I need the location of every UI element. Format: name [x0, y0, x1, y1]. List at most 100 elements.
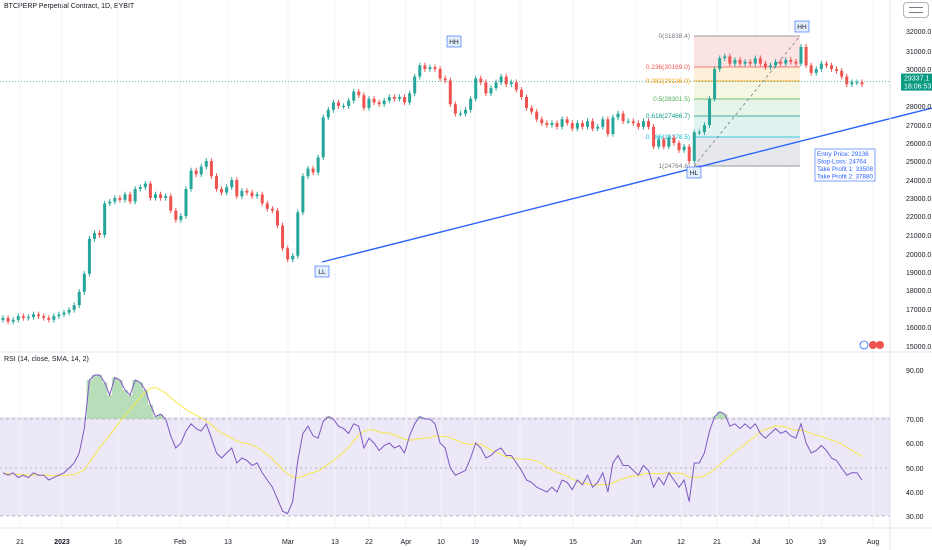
- pivot-label: HH: [449, 39, 459, 46]
- fib-zone: [694, 99, 800, 116]
- candle-body: [789, 60, 793, 62]
- last-price-label: 29337.1: [904, 76, 929, 83]
- candle-body: [331, 102, 335, 110]
- candle-body: [641, 121, 645, 127]
- candle-body: [275, 210, 279, 226]
- candle-body: [62, 312, 66, 315]
- rsi-indicator-title[interactable]: RSI (14, close, SMA, 14, 2): [4, 356, 89, 363]
- support-trendline: [321, 107, 932, 263]
- pivot-label-box: [686, 166, 702, 179]
- candle-body: [484, 82, 488, 94]
- candle-body: [403, 97, 407, 103]
- pivot-label-box: [314, 265, 330, 278]
- pivot-label-box: [446, 35, 462, 48]
- candle-body: [357, 91, 361, 96]
- candle-body: [809, 65, 813, 73]
- menu-icon[interactable]: [903, 2, 929, 18]
- candle-body: [753, 58, 757, 64]
- rsi-tick-label: 60.00: [906, 441, 924, 448]
- candle-body: [362, 95, 366, 108]
- time-tick-label: 10: [437, 539, 445, 546]
- flag-icon: [869, 341, 877, 349]
- candle-body: [596, 126, 600, 129]
- time-tick-label: 19: [471, 539, 479, 546]
- candle-body: [458, 113, 462, 115]
- candle-body: [255, 194, 259, 197]
- candle-body: [153, 194, 157, 198]
- candle-body: [408, 93, 412, 103]
- candle-body: [26, 317, 30, 319]
- candle-body: [1, 318, 5, 320]
- candle-body: [77, 291, 81, 306]
- candle-body: [708, 98, 712, 125]
- candle-body: [67, 309, 71, 313]
- candle-body: [392, 97, 396, 99]
- candle-body: [489, 88, 493, 94]
- time-tick-label: 13: [224, 539, 232, 546]
- candle-body: [245, 190, 249, 193]
- candle-body: [586, 121, 590, 127]
- candle-body: [763, 63, 767, 68]
- price-tick-label: 27000.0: [906, 123, 931, 130]
- candle-body: [377, 102, 381, 105]
- candle-body: [281, 225, 285, 249]
- candle-body: [6, 318, 10, 322]
- candle-body: [479, 78, 483, 83]
- candle-body: [92, 233, 96, 239]
- candle-body: [113, 198, 117, 202]
- candle-body: [286, 248, 290, 260]
- candle-body: [677, 143, 681, 151]
- candle-body: [636, 123, 640, 127]
- candle-body: [860, 82, 864, 85]
- candle-body: [570, 123, 574, 129]
- price-tick-label: 16000.0: [906, 325, 931, 332]
- candle-body: [37, 314, 41, 317]
- candle-body: [850, 82, 854, 85]
- candle-body: [565, 119, 569, 124]
- time-tick-label: Apr: [401, 539, 413, 546]
- alert-icon: [859, 340, 869, 350]
- candle-body: [626, 121, 630, 123]
- candle-body: [545, 123, 549, 125]
- price-tick-label: 22000.0: [906, 214, 931, 221]
- candle-body: [647, 121, 651, 127]
- candle-body: [209, 161, 213, 177]
- price-tick-label: 23000.0: [906, 196, 931, 203]
- candle-body: [525, 97, 529, 108]
- time-tick-label: Jul: [752, 539, 761, 546]
- candle-body: [42, 316, 46, 318]
- candle-body: [611, 117, 615, 134]
- candle-body: [199, 166, 203, 175]
- candle-body: [550, 123, 554, 125]
- candle-body: [667, 137, 671, 147]
- time-tick-label: 13: [331, 539, 339, 546]
- candle-body: [397, 97, 401, 99]
- candle-body: [214, 176, 218, 189]
- candle-body: [702, 125, 706, 133]
- candle-body: [845, 76, 849, 85]
- candle-body: [769, 65, 773, 68]
- candle-body: [87, 238, 91, 274]
- rsi-line: [2, 374, 863, 515]
- candle-body: [72, 305, 76, 310]
- candle-body: [433, 67, 437, 69]
- candle-body: [591, 121, 595, 129]
- time-tick-label: Mar: [282, 539, 295, 546]
- candle-body: [723, 56, 727, 59]
- candle-body: [575, 123, 579, 129]
- candle-body: [265, 203, 269, 209]
- candle-body: [98, 233, 102, 235]
- candle-body: [47, 318, 51, 320]
- pivot-label: HL: [690, 170, 699, 177]
- candle-body: [601, 119, 605, 127]
- rsi-tick-label: 70.00: [906, 417, 924, 424]
- candle-body: [123, 194, 127, 200]
- candle-body: [11, 319, 15, 322]
- price-tick-label: 25000.0: [906, 159, 931, 166]
- candle-body: [580, 123, 584, 127]
- candle-body: [372, 98, 376, 103]
- candle-body: [438, 69, 442, 79]
- candle-body: [621, 113, 625, 122]
- fib-trend-line: [693, 35, 801, 167]
